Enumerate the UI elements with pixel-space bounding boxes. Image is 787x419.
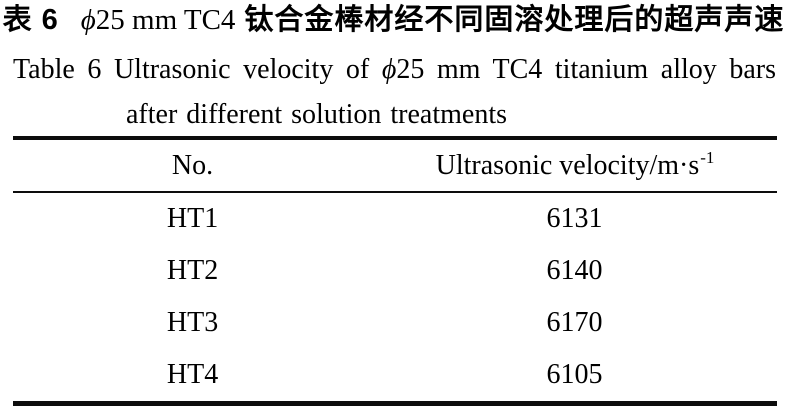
phi-symbol: ϕ bbox=[80, 4, 96, 36]
table-caption-en-line1: Table 6 Ultrasonic velocity of ϕ25 mm TC… bbox=[13, 50, 776, 90]
caption-en-title-before-phi: Ultrasonic velocity of bbox=[113, 54, 370, 85]
column-header-velocity-label: Ultrasonic velocity/m·s bbox=[435, 149, 700, 181]
caption-en-table-label: Table 6 bbox=[13, 54, 102, 85]
row-no: HT1 bbox=[166, 203, 219, 234]
caption-zh-table-label: 表 6 bbox=[2, 4, 59, 36]
table-row: HT4 6105 bbox=[13, 349, 777, 401]
table-row: HT1 6131 bbox=[13, 193, 777, 245]
column-header-no: No. bbox=[171, 149, 214, 181]
row-velocity: 6131 bbox=[546, 203, 603, 234]
row-no: HT4 bbox=[166, 359, 219, 390]
table-row: HT3 6170 bbox=[13, 297, 777, 349]
table-caption-zh: 表 6 ϕ25 mm TC4 钛合金棒材经不同固溶处理后的超声声速 bbox=[0, 0, 787, 40]
column-header-velocity: Ultrasonic velocity/m·s-1 bbox=[372, 149, 777, 181]
caption-zh-text: 钛合金棒材经不同固溶处理后的超声声速 bbox=[244, 4, 785, 36]
table-row: HT2 6140 bbox=[13, 245, 777, 297]
phi-symbol: ϕ bbox=[381, 54, 397, 85]
unit-exponent: -1 bbox=[700, 147, 715, 167]
row-velocity: 6170 bbox=[546, 307, 603, 338]
row-no: HT3 bbox=[166, 307, 219, 338]
caption-zh-spec: 25 mm TC4 bbox=[95, 4, 236, 36]
table-header-row: No. Ultrasonic velocity/m·s-1 bbox=[13, 140, 777, 193]
table-caption-en-line2: after different solution treatments bbox=[126, 99, 508, 130]
caption-en-title-after-phi: 25 mm TC4 titanium alloy bars bbox=[396, 54, 776, 85]
row-velocity: 6140 bbox=[546, 255, 603, 286]
data-table: No. Ultrasonic velocity/m·s-1 HT1 6131 H… bbox=[13, 136, 777, 406]
row-velocity: 6105 bbox=[546, 359, 603, 390]
row-no: HT2 bbox=[166, 255, 219, 286]
